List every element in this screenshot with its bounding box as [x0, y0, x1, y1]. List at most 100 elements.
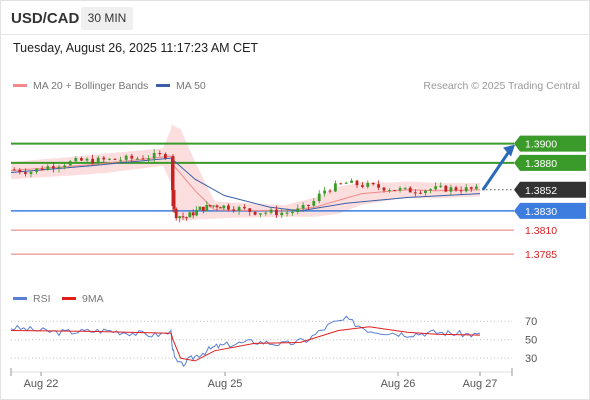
candle-body	[191, 212, 195, 216]
price-tag-label-1.3900: 1.3900	[525, 139, 557, 151]
candle-body	[40, 168, 44, 170]
candle-body	[449, 187, 453, 192]
ma20-swatch	[13, 83, 27, 87]
candle-body	[328, 190, 332, 192]
candle-body	[419, 192, 422, 194]
candle-body	[158, 153, 162, 155]
candle-body	[264, 212, 268, 214]
candle-body	[312, 201, 316, 206]
candle-body	[474, 186, 478, 189]
candle-body	[275, 209, 278, 216]
ma9-label: 9MA	[82, 293, 104, 305]
candle-body	[29, 171, 33, 174]
legend-rsi: RSI	[13, 293, 51, 305]
candle-body	[174, 208, 178, 219]
candle-body	[12, 169, 16, 171]
candle-body	[222, 205, 226, 209]
candle-body	[218, 207, 222, 209]
x-tick-label: Aug 26	[381, 378, 416, 390]
candle-body	[429, 189, 432, 191]
candle-body	[80, 158, 83, 161]
ma50-swatch	[156, 83, 170, 87]
rsi-swatch	[13, 296, 27, 300]
candle-body	[215, 205, 219, 208]
candle-body	[355, 180, 359, 186]
rsi-level-label-70: 70	[525, 316, 537, 328]
candle-body	[108, 158, 111, 160]
candle-body	[333, 183, 337, 192]
candle-body	[243, 207, 246, 209]
candle-body	[360, 185, 364, 187]
candle-body	[459, 190, 463, 192]
rsi-line	[10, 315, 481, 368]
candle-body	[212, 205, 215, 207]
candle-body	[124, 155, 128, 160]
candle-body	[434, 186, 438, 190]
candle-body	[96, 157, 100, 164]
candle-body	[46, 166, 50, 170]
price-tag-label-1.3852: 1.3852	[525, 185, 557, 197]
candle-body	[408, 187, 412, 193]
header-divider	[0, 34, 590, 35]
ma50-line	[10, 157, 481, 212]
bollinger-bands	[11, 123, 480, 222]
candle-body	[344, 182, 348, 184]
candle-body	[317, 193, 321, 202]
legend-9ma: 9MA	[62, 293, 104, 305]
price-tag-label-1.3830: 1.3830	[525, 206, 557, 218]
ma20-label: MA 20 + Bollinger Bands	[33, 80, 149, 92]
candle-body	[371, 182, 375, 185]
price-label-1.3785: 1.3785	[525, 249, 557, 261]
candle-body	[464, 187, 468, 192]
candle-body	[248, 208, 252, 212]
timeframe-badge[interactable]: 30 MIN	[81, 7, 133, 30]
candle-body	[387, 190, 391, 192]
candle-body	[291, 211, 294, 213]
candle-body	[57, 166, 61, 169]
candle-body	[102, 157, 106, 160]
candle-body	[178, 216, 182, 219]
candle-body	[280, 212, 284, 216]
legend-ma50: MA 50	[156, 80, 206, 92]
x-tick-label: Aug 25	[208, 378, 243, 390]
candle-body	[382, 187, 386, 191]
rsi-level-label-30: 30	[525, 353, 537, 365]
candle-body	[185, 217, 188, 219]
candle-body	[63, 165, 66, 167]
candle-body	[18, 169, 22, 173]
ma50-label: MA 50	[176, 80, 206, 92]
rsi-label: RSI	[33, 293, 51, 305]
symbol-title: USD/CAD	[11, 10, 80, 27]
candle-body	[208, 204, 212, 207]
candle-body	[227, 205, 230, 210]
candle-body	[201, 206, 205, 211]
price-label-1.3810: 1.3810	[525, 225, 557, 237]
forecast-arrow-head	[503, 144, 515, 157]
candle-body	[439, 185, 443, 187]
candle-body	[164, 153, 167, 159]
candle-body	[130, 155, 134, 159]
legend-ma20: MA 20 + Bollinger Bands	[13, 80, 148, 92]
candle-body	[91, 158, 94, 164]
candle-body	[232, 209, 236, 211]
price-tag-1.3880	[514, 154, 586, 171]
candle-body	[205, 204, 209, 211]
candle-body	[398, 188, 402, 191]
candle-body	[152, 153, 156, 159]
candle-body	[259, 213, 262, 215]
candle-body	[188, 212, 192, 218]
candle-body	[195, 209, 198, 216]
candle-body	[113, 158, 117, 160]
candle-body	[52, 166, 55, 169]
candle-body	[141, 158, 145, 160]
price-tag-1.3830	[514, 202, 586, 219]
forecast-arrow-shaft	[481, 150, 511, 191]
candle-body	[393, 190, 397, 192]
timestamp: Tuesday, August 26, 2025 11:17:23 AM CET	[13, 41, 259, 55]
candle-body	[136, 158, 139, 160]
candle-body	[403, 187, 407, 189]
candle-body	[350, 180, 353, 183]
candle-body	[296, 208, 300, 212]
ma9-swatch	[62, 296, 76, 300]
